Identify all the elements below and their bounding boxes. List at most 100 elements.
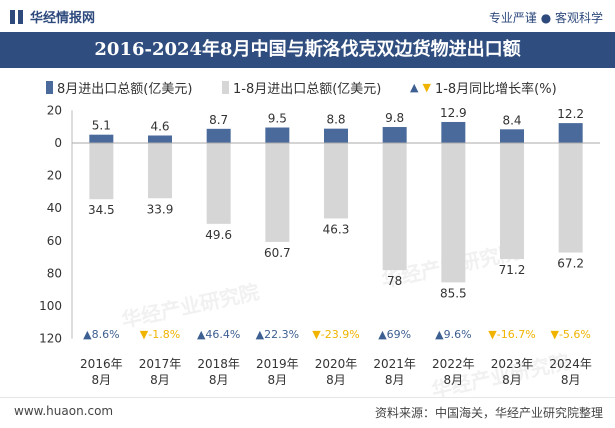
bar-aug (500, 129, 524, 143)
legend-item-ytd: 1-8月进出口总额(亿美元) (222, 78, 381, 97)
x-tick-label: 8月 (326, 373, 346, 387)
x-tick-label: 8月 (502, 373, 522, 387)
growth-label: ▲46.4% (197, 328, 240, 341)
y-tick-label: 80 (47, 266, 62, 280)
growth-label: ▼-16.7% (488, 328, 535, 341)
logo-icon (10, 9, 24, 25)
data-label-ytd: 85.5 (440, 286, 467, 300)
top-bar: 华经情报网 专业严谨 ● 客观科学 (0, 0, 615, 32)
triangle-down-icon: ▼ (550, 328, 559, 341)
y-tick-label: 60 (47, 234, 62, 248)
y-tick-label: 120 (39, 332, 62, 346)
x-tick-label: 8月 (268, 373, 288, 387)
x-tick-label: 2019年 (256, 357, 299, 371)
growth-value: 46.4% (205, 328, 240, 341)
legend-swatch-aug (46, 81, 53, 94)
data-label-ytd: 71.2 (499, 263, 526, 277)
x-tick-label: 8月 (92, 373, 112, 387)
x-tick-label: 8月 (209, 373, 229, 387)
x-tick-label: 2020年 (315, 357, 358, 371)
growth-value: 9.6% (444, 328, 472, 341)
bar-ytd (558, 143, 583, 253)
chart-canvas: 200204060801001205.134.5▲8.6%2016年8月4.63… (39, 103, 600, 387)
footer: www.huaon.com 资料来源：中国海关，华经产业研究院整理 (0, 397, 615, 428)
growth-label: ▼-23.9% (312, 328, 359, 341)
tagline: 专业严谨 ● 客观科学 (488, 11, 603, 25)
x-tick-label: 2024年 (549, 357, 592, 371)
bar-ytd (441, 143, 466, 283)
triangle-up-icon: ▲ (378, 328, 387, 341)
legend-label-growth: 1-8月同比增长率(%) (434, 82, 557, 97)
data-label-aug: 9.5 (268, 112, 287, 126)
data-label-ytd: 33.9 (147, 202, 174, 216)
y-tick-label: 0 (54, 136, 62, 150)
chart-title: 2016-2024年8月中国与斯洛伐克双边货物进出口额 (0, 32, 615, 68)
data-label-ytd: 78 (387, 274, 402, 288)
bar-ytd (500, 143, 524, 260)
data-label-aug: 4.6 (150, 120, 169, 134)
triangle-down-icon: ▼ (488, 328, 497, 341)
x-tick-label: 2018年 (197, 357, 240, 371)
legend-swatch-ytd (222, 81, 229, 94)
legend-label-ytd: 1-8月进出口总额(亿美元) (233, 82, 382, 97)
bar-aug (324, 128, 348, 143)
x-tick-label: 2022年 (432, 357, 475, 371)
triangle-down-icon: ▼ (422, 81, 431, 94)
growth-label: ▼-1.8% (140, 328, 180, 341)
x-tick-label: 8月 (444, 373, 464, 387)
data-label-ytd: 34.5 (88, 203, 115, 217)
legend-label-aug: 8月进出口总额(亿美元) (57, 82, 193, 97)
x-tick-label: 8月 (385, 373, 405, 387)
data-label-ytd: 49.6 (205, 228, 232, 242)
bar-aug (89, 134, 114, 143)
bar-ytd (382, 143, 407, 271)
x-tick-label: 2016年 (80, 357, 123, 371)
x-tick-label: 2017年 (139, 357, 182, 371)
data-label-aug: 8.7 (209, 113, 228, 127)
growth-label: ▲8.6% (83, 328, 119, 341)
bar-aug (206, 128, 231, 143)
growth-value: -16.7% (497, 328, 536, 341)
bar-ytd (206, 143, 231, 224)
growth-label: ▲22.3% (256, 328, 299, 341)
triangle-up-icon: ▲ (256, 328, 265, 341)
bar-aug (265, 127, 290, 143)
growth-value: 8.6% (92, 328, 120, 341)
y-tick-label: 20 (47, 103, 62, 117)
bar-ytd (89, 143, 114, 200)
triangle-up-icon: ▲ (83, 328, 92, 341)
triangle-up-icon: ▲ (197, 328, 206, 341)
bar-ytd (265, 143, 290, 242)
x-tick-label: 8月 (150, 373, 170, 387)
data-label-aug: 12.2 (557, 107, 584, 121)
growth-label: ▲9.6% (435, 328, 471, 341)
logo-text: 华经情报网 (30, 11, 96, 26)
data-label-aug: 8.4 (502, 113, 521, 127)
bar-aug (441, 121, 466, 143)
data-label-aug: 12.9 (440, 106, 467, 120)
chart-legend: 8月进出口总额(亿美元) 1-8月进出口总额(亿美元) ▲ ▼ 1-8月同比增长… (0, 78, 615, 97)
triangle-up-icon: ▲ (410, 81, 419, 94)
footer-source: 资料来源：中国海关，华经产业研究院整理 (374, 406, 603, 420)
growth-value: 69% (387, 328, 411, 341)
legend-item-aug: 8月进出口总额(亿美元) (46, 78, 192, 97)
x-tick-label: 2021年 (373, 357, 416, 371)
y-tick-label: 100 (39, 299, 62, 313)
bar-ytd (324, 143, 348, 219)
footer-website: www.huaon.com (14, 404, 114, 418)
bar-aug (558, 123, 583, 143)
growth-label: ▼-5.6% (550, 328, 590, 341)
growth-value: -5.6% (559, 328, 591, 341)
y-tick-label: 40 (47, 201, 62, 215)
triangle-down-icon: ▼ (312, 328, 321, 341)
bar-ytd (148, 143, 172, 199)
x-tick-label: 2023年 (491, 357, 534, 371)
data-label-ytd: 46.3 (323, 222, 350, 236)
y-tick-label: 20 (47, 169, 62, 183)
logo: 华经情报网 (10, 7, 95, 26)
bar-aug (382, 127, 407, 143)
data-label-ytd: 67.2 (557, 257, 584, 271)
data-label-aug: 5.1 (92, 119, 111, 133)
data-label-aug: 8.8 (326, 113, 345, 127)
triangle-up-icon: ▲ (435, 328, 444, 341)
